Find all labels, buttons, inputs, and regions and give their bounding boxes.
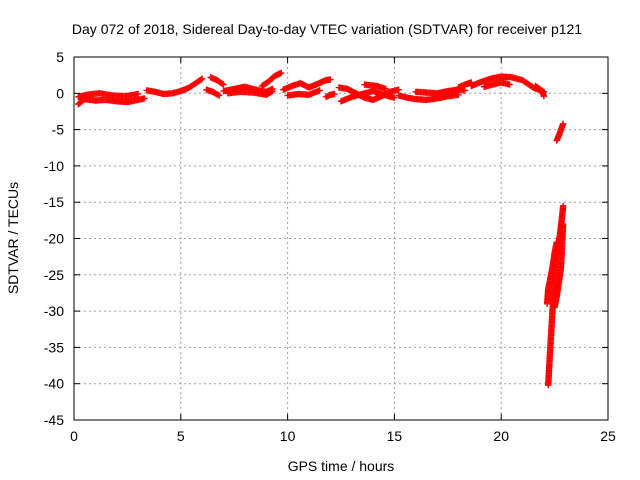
y-tick-label: -40 [44,376,64,392]
data-point [559,120,567,127]
x-tick-label: 25 [600,428,616,444]
x-tick-label: 15 [387,428,403,444]
chart-title: Day 072 of 2018, Sidereal Day-to-day VTE… [72,21,582,37]
y-axis-label: SDTVAR / TECUs [5,182,21,294]
data-point [141,95,148,102]
y-tick-label: 5 [56,49,64,65]
data-point [278,69,285,77]
data-point [316,87,323,94]
axes: 0 5 10 15 20 25 5 0 -5 -10 -15 -20 -25 -30 -35 -40 -45 [44,49,616,444]
x-axis-label: GPS time / hours [288,458,395,474]
x-tick-label: 10 [280,428,296,444]
x-tick-label: 5 [177,428,185,444]
y-tick-label: -35 [44,339,64,355]
data-point [461,87,469,94]
y-tick-label: -25 [44,267,64,283]
data-point [540,93,548,100]
data-point [331,90,338,98]
grid [74,57,608,420]
data-point [199,75,206,82]
y-tick-label: -5 [52,122,65,138]
y-tick-label: 0 [56,85,64,101]
data-point [134,90,142,98]
data-points [75,69,567,389]
y-tick-label: -15 [44,194,64,210]
data-point [197,76,205,83]
data-point [395,86,402,93]
data-point [391,94,398,101]
y-tick-label: -45 [44,412,64,428]
data-point [219,80,226,88]
data-point [382,85,390,93]
x-tick-label: 20 [493,428,509,444]
data-point [559,202,567,209]
y-tick-label: -30 [44,303,64,319]
data-point [269,87,276,95]
data-point [220,81,227,88]
data-point [216,92,223,99]
data-point [506,81,513,88]
y-tick-label: -20 [44,231,64,247]
x-tick-label: 0 [70,428,78,444]
y-tick-label: -10 [44,158,64,174]
data-point [327,76,334,83]
